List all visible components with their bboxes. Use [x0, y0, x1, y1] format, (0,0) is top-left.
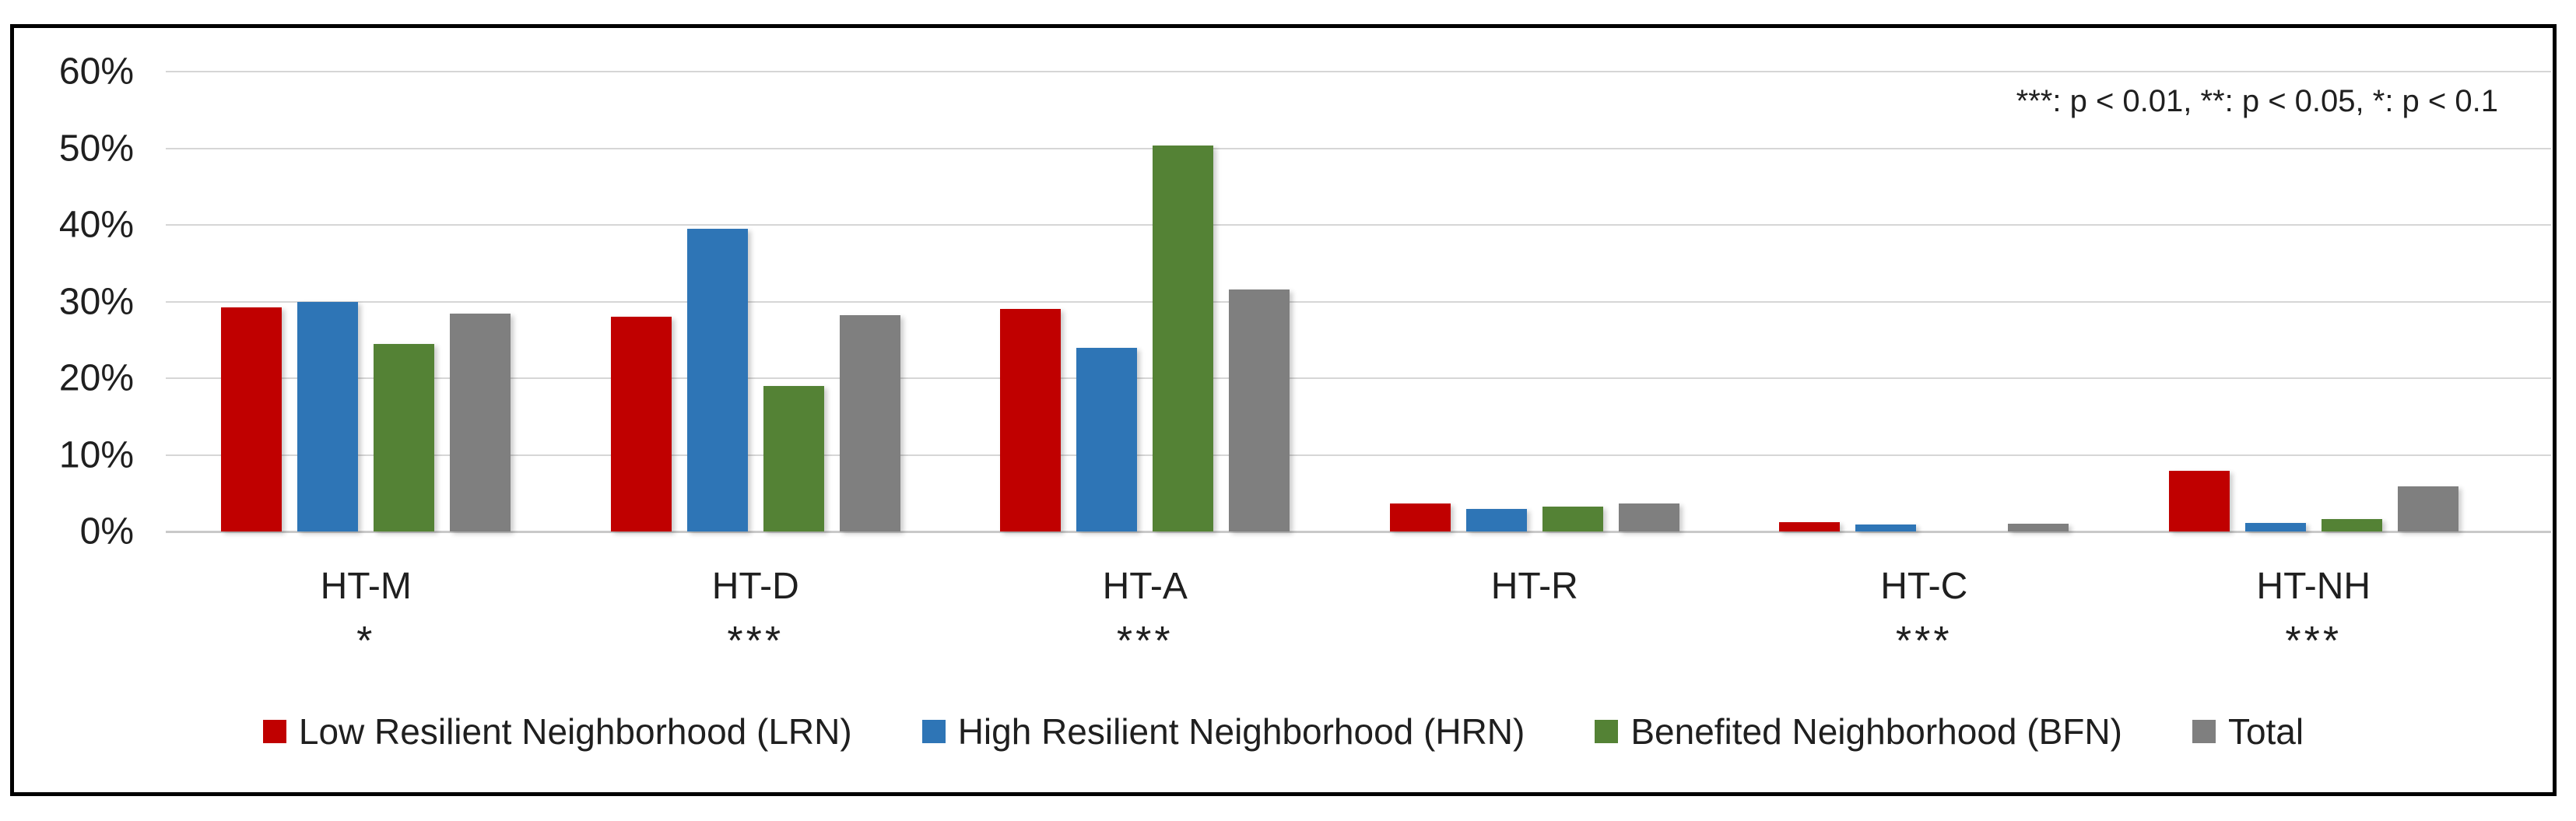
legend-swatch-icon-LRN [262, 720, 286, 743]
gridline-40% [166, 224, 2551, 226]
y-tick-label-50%: 50% [58, 128, 134, 169]
legend-label-BFN: Benefited Neighborhood (BFN) [1630, 711, 2122, 752]
bar-HT-A-LRN [1000, 309, 1062, 532]
bar-group-HT-A [950, 72, 1340, 532]
x-axis-line [166, 531, 2551, 533]
legend-label-LRN: Low Resilient Neighborhood (LRN) [298, 711, 852, 752]
category-label-HT-A: HT-A [1102, 566, 1188, 607]
bar-group-HT-NH [2119, 72, 2509, 532]
legend: Low Resilient Neighborhood (LRN) High Res… [14, 708, 2553, 755]
y-axis: 60% 50% 40% 30% 20% 10% 0% [14, 28, 134, 792]
y-tick-label-40%: 40% [58, 204, 134, 246]
bar-HT-NH-Total [2397, 486, 2458, 532]
bar-HT-NH-LRN [2168, 471, 2230, 532]
y-tick-label-0%: 0% [79, 510, 134, 553]
legend-item-LRN: Low Resilient Neighborhood (LRN) [262, 710, 852, 753]
plot-area [14, 28, 2553, 792]
bar-HT-D-BFN [763, 385, 824, 532]
legend-item-BFN: Benefited Neighborhood (BFN) [1595, 710, 2122, 753]
significance-stars-HT-C: *** [1895, 619, 1953, 664]
gridline-50% [166, 147, 2551, 149]
significance-stars-HT-R [1340, 621, 1730, 661]
bar-group-HT-D [561, 72, 951, 532]
bar-HT-C-LRN [1779, 522, 1841, 532]
legend-label-Total: Total [2227, 711, 2304, 752]
bar-HT-R-BFN [1542, 507, 1603, 532]
significance-stars-HT-NH: *** [2285, 619, 2343, 664]
category-label-HT-R: HT-R [1490, 566, 1578, 607]
x-category-HT-R: HT-R [1340, 563, 1730, 661]
gridline-20% [166, 377, 2551, 379]
bar-HT-R-HRN [1465, 509, 1527, 532]
legend-item-Total: Total [2192, 710, 2304, 753]
category-label-HT-D: HT-D [711, 566, 799, 607]
y-tick-label-10%: 10% [58, 434, 134, 475]
bar-HT-A-HRN [1076, 347, 1138, 532]
chart-frame: ***: p < 0.01, **: p < 0.05, *: p < 0.1 … [10, 24, 2557, 796]
category-label-HT-NH: HT-NH [2256, 566, 2371, 607]
bar-HT-M-BFN [374, 343, 435, 532]
gridline-10% [166, 454, 2551, 456]
bar-HT-M-HRN [297, 301, 359, 532]
significance-stars-HT-A: *** [1116, 619, 1174, 664]
bar-HT-D-HRN [686, 228, 748, 532]
bar-HT-A-Total [1229, 289, 1290, 532]
legend-swatch-icon-Total [2192, 720, 2216, 743]
x-category-HT-C: HT-C *** [1729, 563, 2119, 661]
significance-stars-HT-D: *** [727, 619, 784, 664]
gridline-30% [166, 300, 2551, 303]
bars-layer [171, 72, 2508, 532]
bar-HT-R-LRN [1389, 503, 1451, 532]
bar-group-HT-C [1729, 72, 2119, 532]
x-category-HT-D: HT-D *** [561, 563, 951, 661]
y-tick-label-20%: 20% [58, 357, 134, 399]
bar-group-HT-R [1340, 72, 1730, 532]
bar-group-HT-M [171, 72, 561, 532]
gridline-60% [166, 71, 2551, 72]
bar-HT-D-Total [839, 315, 900, 532]
x-category-HT-M: HT-M * [171, 563, 561, 661]
x-axis-labels: HT-M * HT-D *** HT-A *** HT-R HT-C *** HT-NH *** [171, 563, 2508, 661]
bar-HT-R-Total [1618, 503, 1679, 532]
significance-note: ***: p < 0.01, **: p < 0.05, *: p < 0.1 [2016, 84, 2498, 118]
bar-HT-NH-BFN [2321, 519, 2382, 532]
y-tick-label-30%: 30% [58, 281, 134, 322]
legend-item-HRN: High Resilient Neighborhood (HRN) [921, 710, 1525, 753]
x-category-HT-A: HT-A *** [950, 563, 1340, 661]
bar-HT-C-HRN [1855, 525, 1917, 532]
significance-stars-HT-M: * [356, 619, 376, 664]
legend-swatch-icon-HRN [921, 720, 946, 743]
bar-HT-M-LRN [221, 307, 283, 532]
category-label-HT-M: HT-M [320, 566, 412, 607]
legend-label-HRN: High Resilient Neighborhood (HRN) [957, 711, 1525, 752]
y-tick-label-60%: 60% [58, 51, 134, 93]
bar-HT-C-Total [2008, 524, 2069, 532]
bar-HT-NH-HRN [2244, 523, 2306, 532]
category-label-HT-C: HT-C [1880, 566, 1968, 607]
bar-HT-A-BFN [1153, 145, 1214, 532]
bar-HT-D-LRN [610, 317, 672, 532]
legend-swatch-icon-BFN [1595, 720, 1619, 743]
x-category-HT-NH: HT-NH *** [2119, 563, 2509, 661]
bar-HT-M-Total [450, 314, 511, 532]
